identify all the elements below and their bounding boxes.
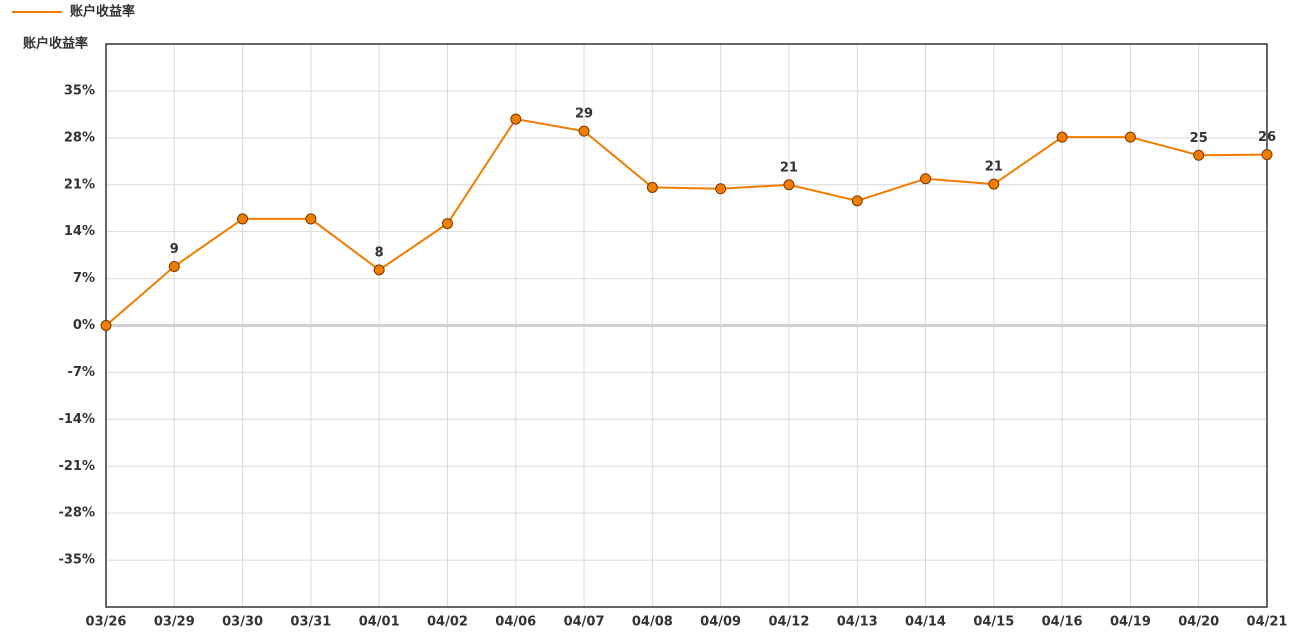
data-label: 21	[780, 160, 798, 175]
y-tick-label: 28%	[64, 130, 95, 145]
y-tick-label: 35%	[64, 83, 95, 98]
data-point	[237, 213, 249, 225]
series-line	[105, 117, 1268, 327]
x-tick-label: 04/13	[837, 615, 878, 630]
data-point	[715, 183, 727, 195]
x-tick-label: 04/06	[495, 615, 536, 630]
data-point	[988, 178, 1000, 190]
data-point	[920, 173, 932, 185]
data-point	[510, 113, 522, 125]
data-label: 21	[985, 160, 1003, 175]
x-tick-label: 03/30	[222, 615, 263, 630]
x-tick-label: 04/08	[632, 615, 673, 630]
y-tick-label: -7%	[68, 365, 95, 380]
x-tick-label: 04/02	[427, 615, 468, 630]
data-point	[441, 218, 453, 230]
y-axis-label: 账户收益率	[23, 36, 88, 52]
data-point	[578, 125, 590, 137]
data-point	[1056, 131, 1068, 143]
data-label: 8	[375, 245, 384, 260]
y-tick-label: -28%	[58, 506, 95, 521]
y-tick-label: 21%	[64, 177, 95, 192]
x-tick-label: 03/31	[290, 615, 331, 630]
x-tick-label: 04/21	[1247, 615, 1288, 630]
data-point	[851, 195, 863, 207]
y-tick-label: -35%	[58, 553, 95, 568]
data-label: 26	[1258, 130, 1276, 145]
x-tick-label: 03/26	[86, 615, 127, 630]
x-tick-label: 04/19	[1110, 615, 1151, 630]
data-point	[100, 320, 112, 331]
y-tick-label: -14%	[58, 412, 95, 427]
data-point	[1261, 149, 1273, 161]
data-label: 9	[170, 242, 179, 257]
y-tick-label: 7%	[73, 271, 95, 286]
x-tick-label: 04/20	[1178, 615, 1219, 630]
x-tick-label: 04/14	[905, 615, 946, 630]
data-point	[1193, 149, 1205, 161]
y-tick-label: 0%	[73, 318, 95, 333]
y-tick-label: -21%	[58, 459, 95, 474]
x-tick-label: 04/01	[359, 615, 400, 630]
x-tick-label: 04/15	[973, 615, 1014, 630]
data-label: 25	[1190, 131, 1208, 146]
data-point	[305, 213, 317, 225]
x-tick-label: 03/29	[154, 615, 195, 630]
data-point	[373, 264, 385, 276]
data-point	[168, 261, 180, 273]
data-point	[1124, 131, 1136, 143]
x-tick-label: 04/16	[1042, 615, 1083, 630]
y-tick-label: 14%	[64, 224, 95, 239]
x-tick-label: 04/07	[564, 615, 605, 630]
legend-label: 账户收益率	[70, 4, 135, 20]
data-label: 29	[575, 107, 593, 122]
data-point	[783, 179, 795, 191]
x-tick-label: 04/12	[768, 615, 809, 630]
data-point	[646, 181, 658, 193]
x-tick-label: 04/09	[700, 615, 741, 630]
